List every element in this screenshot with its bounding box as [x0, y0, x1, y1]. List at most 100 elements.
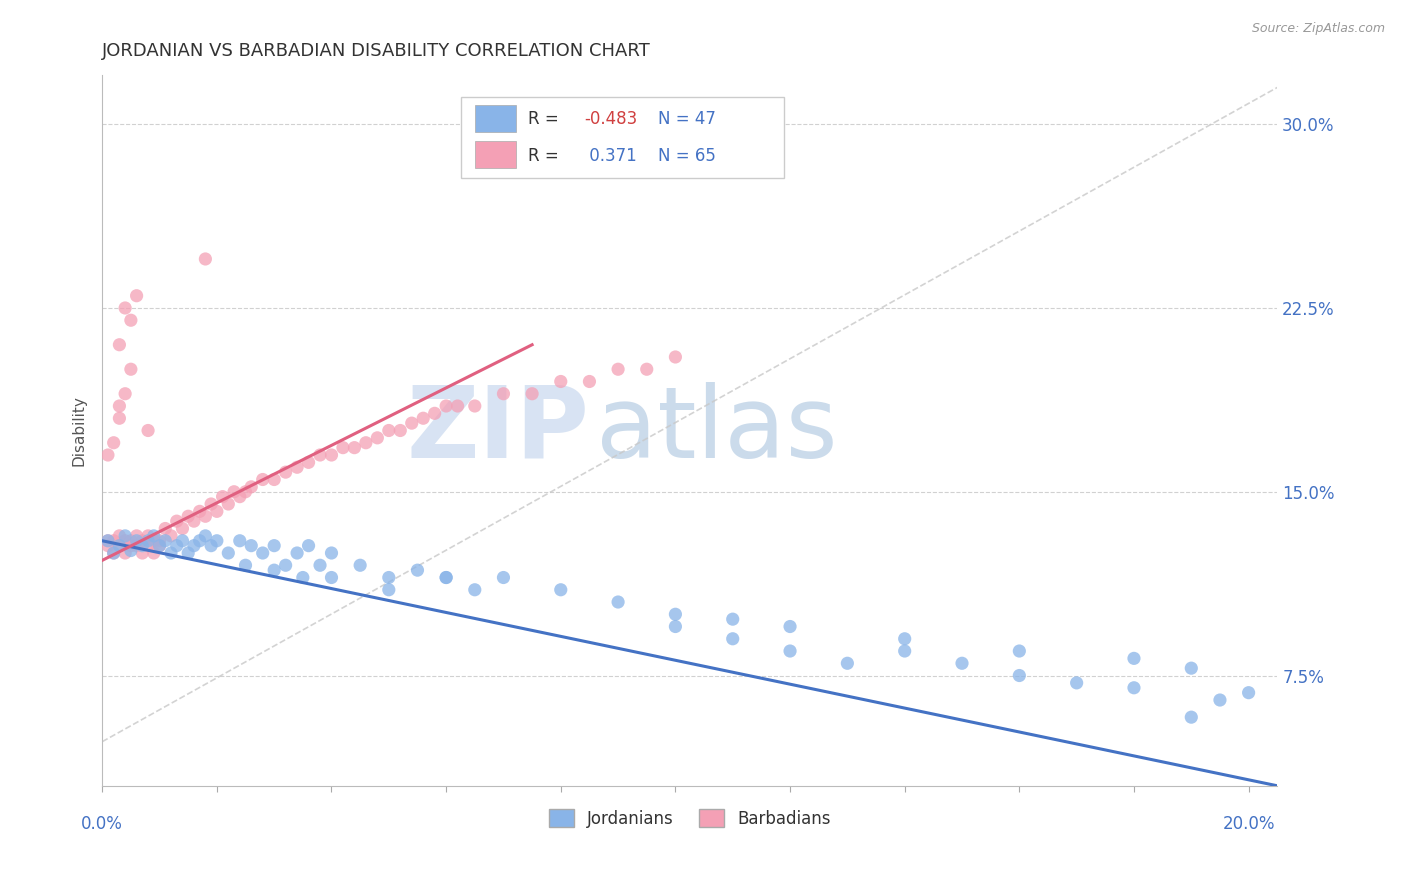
Point: [664, 607, 686, 622]
Text: R =: R =: [527, 146, 569, 164]
Point: [103, 533, 125, 548]
Point: [183, 514, 205, 528]
Point: [950, 657, 973, 671]
Point: [378, 582, 401, 597]
Text: N = 47: N = 47: [658, 110, 716, 128]
Point: [142, 529, 165, 543]
Point: [205, 504, 228, 518]
Bar: [475, 141, 516, 168]
Point: [378, 570, 401, 584]
Point: [550, 375, 572, 389]
Point: [177, 509, 200, 524]
Text: -0.483: -0.483: [583, 110, 637, 128]
Point: [211, 490, 233, 504]
Point: [108, 411, 131, 425]
Point: [285, 546, 308, 560]
Point: [1209, 693, 1232, 707]
Point: [285, 460, 308, 475]
Point: [297, 539, 319, 553]
Point: [332, 441, 354, 455]
Point: [343, 441, 366, 455]
Point: [108, 539, 131, 553]
Point: [120, 543, 142, 558]
Point: [321, 570, 343, 584]
Point: [142, 533, 165, 548]
Point: [464, 399, 486, 413]
Point: [188, 504, 211, 518]
Point: [607, 362, 630, 376]
Point: [131, 546, 153, 560]
Text: Source: ZipAtlas.com: Source: ZipAtlas.com: [1251, 22, 1385, 36]
Point: [321, 448, 343, 462]
Text: ZIP: ZIP: [406, 382, 591, 479]
Point: [120, 362, 142, 376]
Point: [423, 406, 446, 420]
Point: [194, 509, 217, 524]
Point: [446, 399, 468, 413]
Point: [664, 619, 686, 633]
Point: [893, 632, 915, 646]
Point: [434, 570, 457, 584]
Point: [114, 386, 136, 401]
Point: [297, 455, 319, 469]
Point: [492, 570, 515, 584]
Point: [492, 386, 515, 401]
Point: [131, 533, 153, 548]
Point: [779, 619, 801, 633]
Point: [464, 582, 486, 597]
Point: [172, 533, 194, 548]
Point: [779, 644, 801, 658]
Point: [108, 539, 131, 553]
Point: [349, 558, 371, 573]
Point: [148, 539, 170, 553]
Point: [389, 424, 412, 438]
Point: [166, 514, 188, 528]
Point: [194, 252, 217, 266]
Point: [229, 490, 252, 504]
Point: [578, 375, 600, 389]
Point: [520, 386, 543, 401]
Point: [636, 362, 658, 376]
Point: [103, 546, 125, 560]
Point: [155, 533, 177, 548]
Point: [1066, 676, 1088, 690]
Point: [136, 539, 159, 553]
Point: [155, 521, 177, 535]
Point: [240, 539, 263, 553]
Point: [97, 533, 120, 548]
Text: 0.0%: 0.0%: [82, 815, 124, 833]
Point: [97, 539, 120, 553]
Point: [366, 431, 388, 445]
Point: [103, 435, 125, 450]
Point: [160, 546, 183, 560]
Point: [172, 521, 194, 535]
Point: [1180, 661, 1202, 675]
Point: [120, 313, 142, 327]
Point: [837, 657, 859, 671]
Point: [229, 533, 252, 548]
Point: [136, 533, 159, 548]
Point: [664, 350, 686, 364]
Point: [1008, 668, 1031, 682]
Point: [222, 484, 245, 499]
Point: [378, 424, 401, 438]
Point: [183, 539, 205, 553]
Point: [263, 473, 285, 487]
Point: [721, 632, 744, 646]
Point: [97, 533, 120, 548]
Point: [200, 539, 222, 553]
Text: 20.0%: 20.0%: [1222, 815, 1275, 833]
Text: JORDANIAN VS BARBADIAN DISABILITY CORRELATION CHART: JORDANIAN VS BARBADIAN DISABILITY CORREL…: [103, 42, 651, 60]
Point: [252, 473, 274, 487]
Point: [263, 563, 285, 577]
Point: [114, 529, 136, 543]
Point: [274, 558, 297, 573]
Point: [136, 424, 159, 438]
FancyBboxPatch shape: [461, 96, 783, 178]
Point: [434, 399, 457, 413]
Point: [252, 546, 274, 560]
Point: [125, 529, 148, 543]
Point: [721, 612, 744, 626]
Point: [274, 465, 297, 479]
Point: [120, 539, 142, 553]
